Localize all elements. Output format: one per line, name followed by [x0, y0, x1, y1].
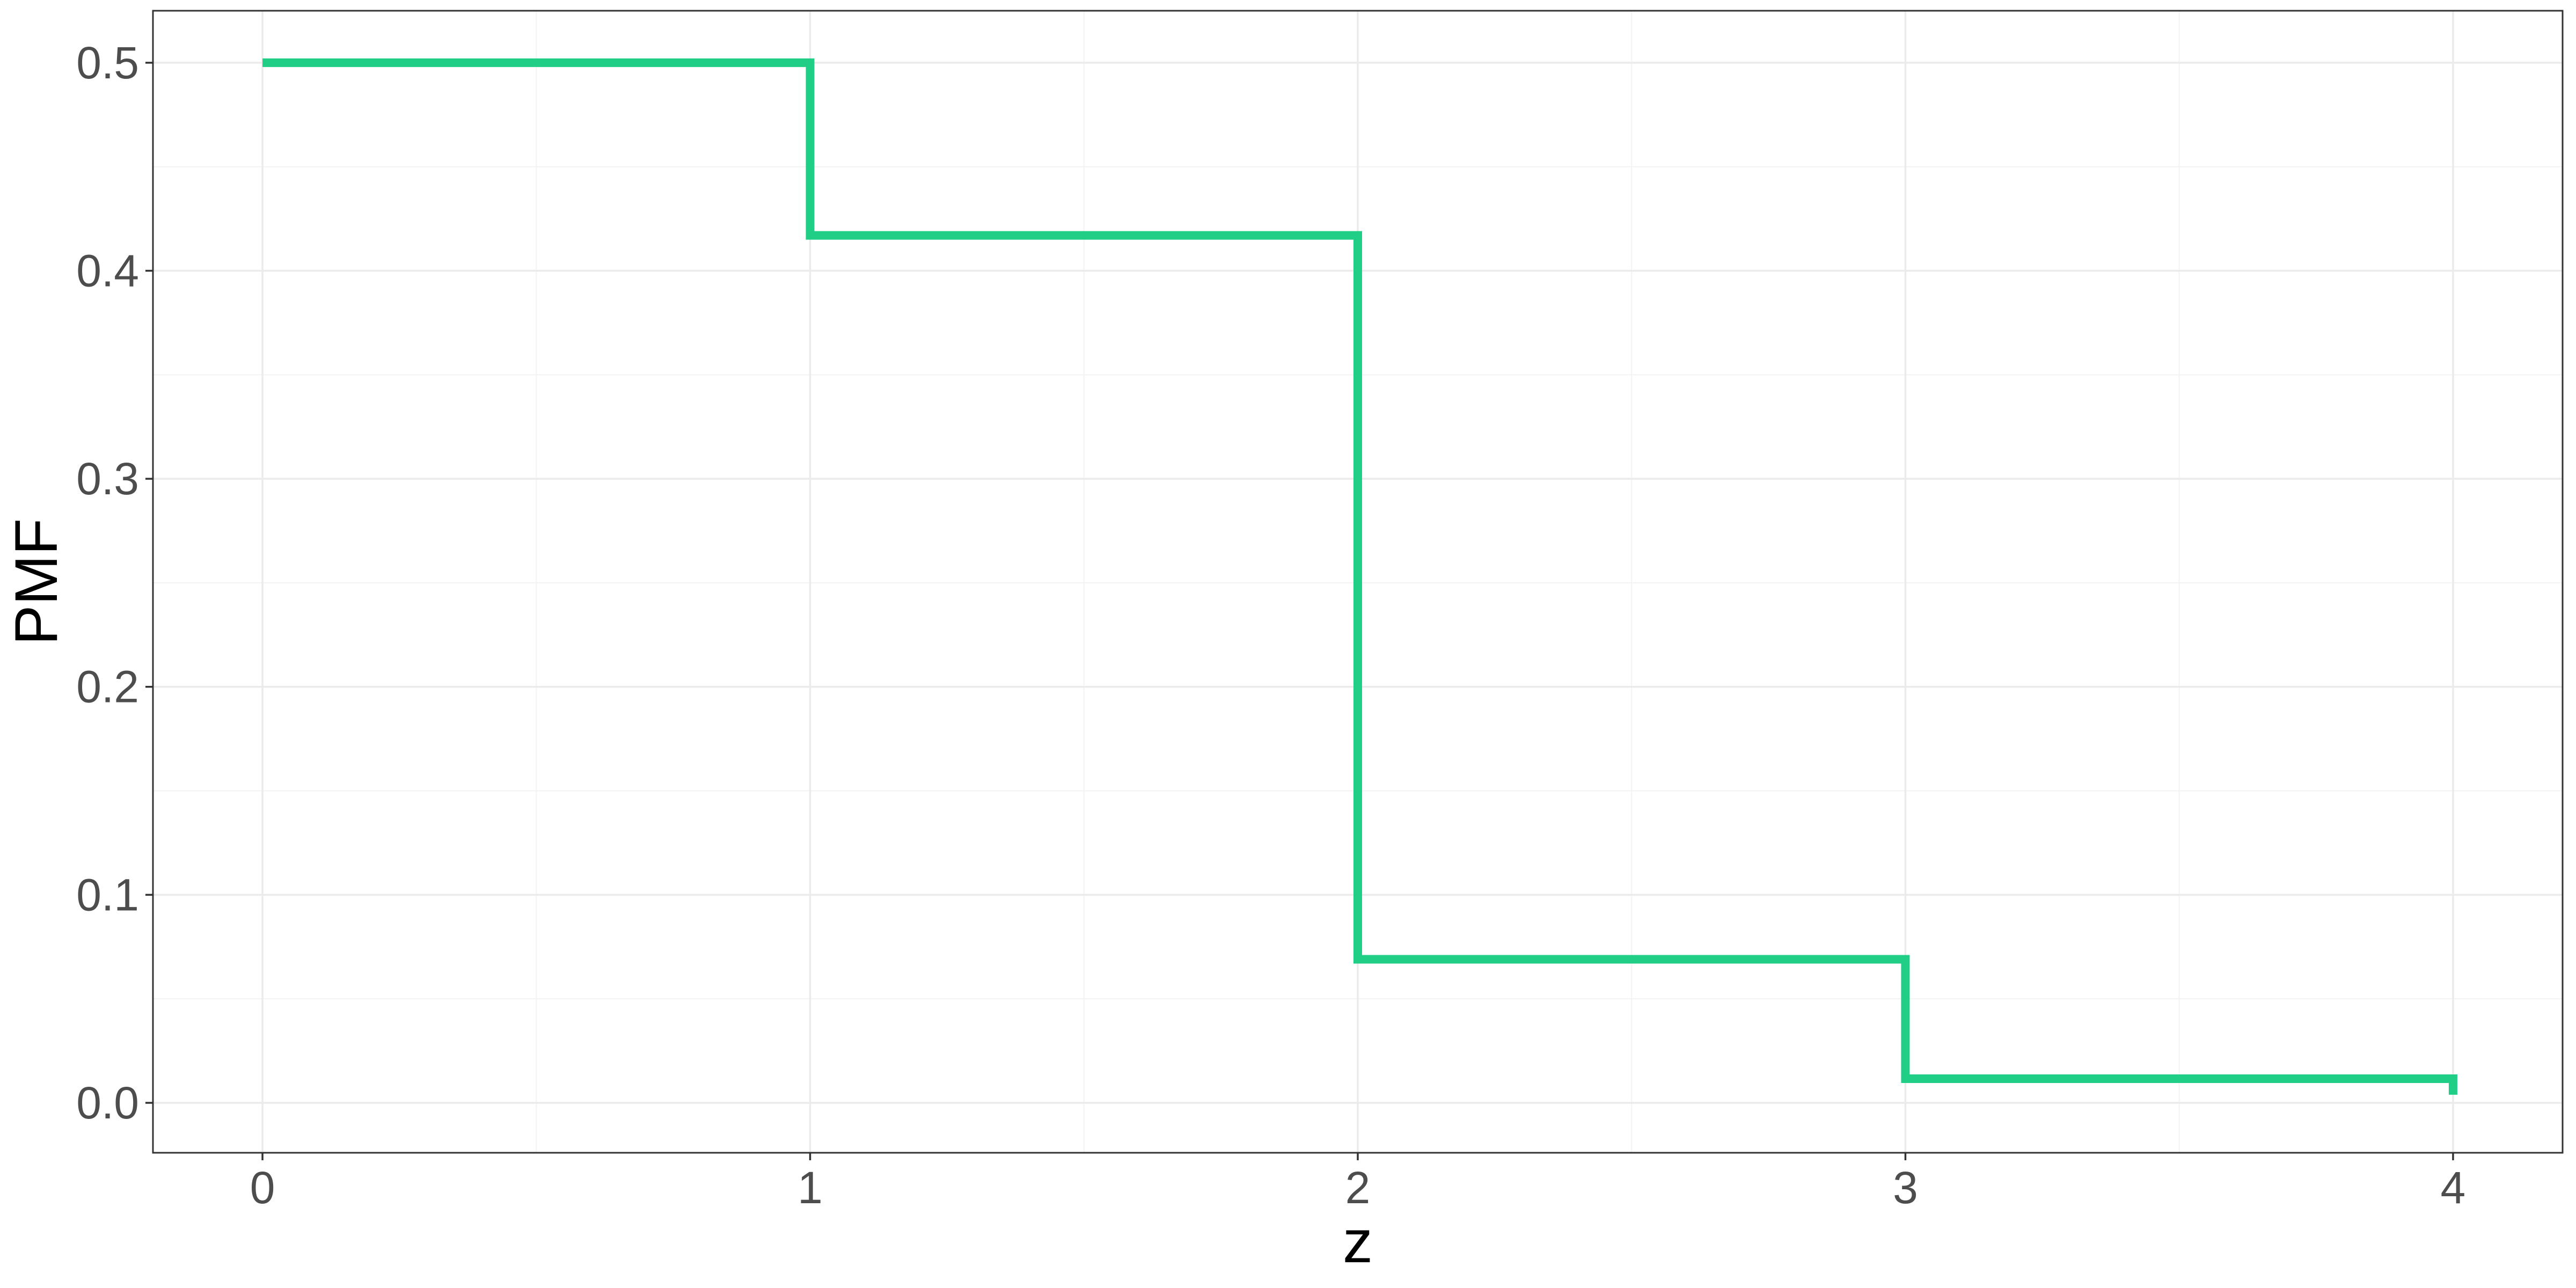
x-axis-title: z [1343, 1208, 1373, 1275]
x-tick-label: 2 [1345, 1162, 1371, 1213]
x-tick-label: 0 [250, 1162, 275, 1213]
x-tick-label: 3 [1893, 1162, 1918, 1213]
y-tick-label: 0.3 [76, 453, 139, 504]
grid [153, 11, 2563, 1153]
x-tick-label: 1 [797, 1162, 823, 1213]
y-axis-title: PMF [3, 518, 70, 645]
x-tick-label: 4 [2441, 1162, 2466, 1213]
y-tick-label: 0.2 [76, 662, 139, 712]
y-tick-label: 0.0 [76, 1078, 139, 1128]
axes: 0 1 2 3 4 0.0 0.1 0.2 0.3 0.4 0.5 [76, 38, 2465, 1213]
y-tick-label: 0.5 [76, 38, 139, 88]
series-layer [262, 58, 2457, 1095]
y-tick-label: 0.4 [76, 246, 139, 296]
y-tick-label: 0.1 [76, 869, 139, 920]
